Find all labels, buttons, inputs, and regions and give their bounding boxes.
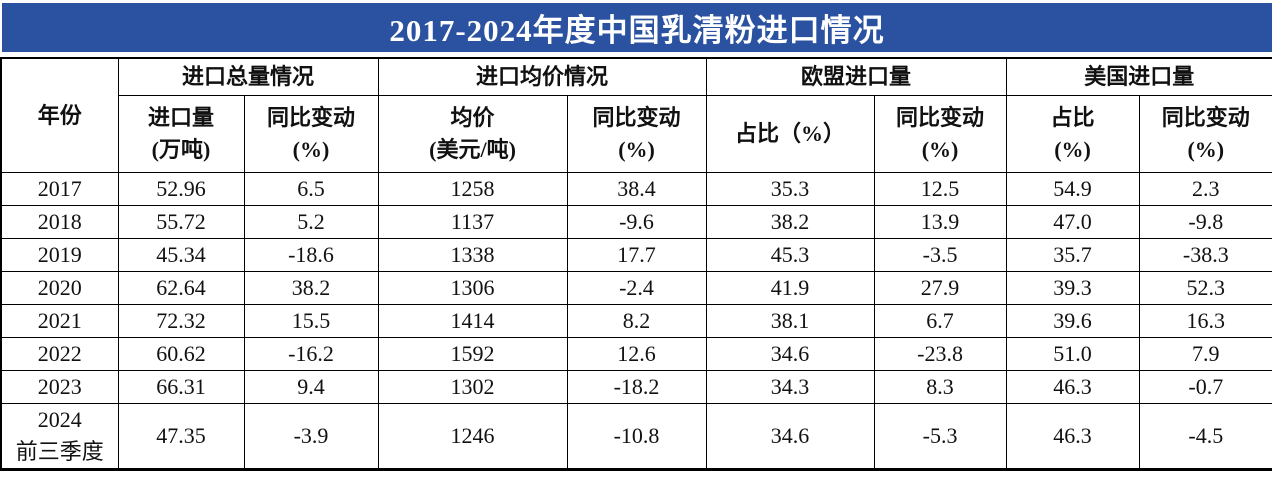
cell-avg-price: 1414 [377, 304, 568, 338]
cell-volume-yoy: -18.6 [243, 238, 379, 272]
cell-avg-price: 1592 [377, 337, 568, 371]
cell-us-yoy: -0.7 [1138, 370, 1272, 404]
cell-eu-yoy: 27.9 [873, 271, 1007, 305]
column-header-price-yoy: 同比变动 (%) [566, 95, 707, 173]
cell-price-yoy: 38.4 [566, 172, 707, 206]
cell-us-share: 35.7 [1005, 238, 1140, 272]
cell-import-volume: 55.72 [117, 205, 245, 239]
column-header-eu-yoy: 同比变动 (%) [873, 95, 1007, 173]
cell-eu-yoy: -23.8 [873, 337, 1007, 371]
cell-eu-share: 34.6 [705, 403, 875, 470]
cell-price-yoy: 17.7 [566, 238, 707, 272]
column-header-us-share: 占比 (%) [1005, 95, 1140, 173]
cell-import-volume: 52.96 [117, 172, 245, 206]
cell-us-share: 46.3 [1005, 403, 1140, 470]
cell-us-yoy: 16.3 [1138, 304, 1272, 338]
cell-avg-price: 1246 [377, 403, 568, 470]
cell-eu-yoy: 12.5 [873, 172, 1007, 206]
cell-volume-yoy: 6.5 [243, 172, 379, 206]
cell-avg-price: 1306 [377, 271, 568, 305]
year-cell: 2018 [0, 205, 119, 239]
column-header-us-yoy: 同比变动 (%) [1138, 95, 1272, 173]
cell-us-share: 39.6 [1005, 304, 1140, 338]
cell-us-share: 46.3 [1005, 370, 1140, 404]
column-header-avg-price: 均价 (美元/吨) [377, 95, 568, 173]
group-header-total-import: 进口总量情况 [117, 57, 379, 96]
year-cell: 2017 [0, 172, 119, 206]
cell-price-yoy: -10.8 [566, 403, 707, 470]
cell-us-share: 39.3 [1005, 271, 1140, 305]
cell-eu-yoy: 8.3 [873, 370, 1007, 404]
year-cell: 2020 [0, 271, 119, 305]
year-cell: 2023 [0, 370, 119, 404]
cell-avg-price: 1338 [377, 238, 568, 272]
cell-import-volume: 62.64 [117, 271, 245, 305]
cell-us-yoy: -38.3 [1138, 238, 1272, 272]
cell-price-yoy: -18.2 [566, 370, 707, 404]
table-row-2018: 2018 55.72 5.2 1137 -9.6 38.2 13.9 47.0 … [0, 205, 1272, 239]
cell-avg-price: 1137 [377, 205, 568, 239]
cell-import-volume: 47.35 [117, 403, 245, 470]
cell-us-yoy: 52.3 [1138, 271, 1272, 305]
table-row-2023: 2023 66.31 9.4 1302 -18.2 34.3 8.3 46.3 … [0, 370, 1272, 404]
cell-us-share: 51.0 [1005, 337, 1140, 371]
column-header-eu-share: 占比（%） [705, 95, 875, 173]
column-header-year: 年份 [0, 57, 119, 173]
cell-volume-yoy: 9.4 [243, 370, 379, 404]
cell-volume-yoy: 15.5 [243, 304, 379, 338]
cell-import-volume: 72.32 [117, 304, 245, 338]
cell-import-volume: 66.31 [117, 370, 245, 404]
cell-eu-yoy: -3.5 [873, 238, 1007, 272]
header-sub-row: 进口量 (万吨) 同比变动 (%) 均价 (美元/吨) 同比变动 (%) 占比（… [1, 95, 1272, 173]
table-row-2024-q1-q3: 2024 前三季度 47.35 -3.9 1246 -10.8 34.6 -5.… [0, 403, 1272, 470]
group-header-us-import: 美国进口量 [1005, 57, 1272, 96]
table-row-2017: 2017 52.96 6.5 1258 38.4 35.3 12.5 54.9 … [0, 172, 1272, 206]
table-row-2020: 2020 62.64 38.2 1306 -2.4 41.9 27.9 39.3… [0, 271, 1272, 305]
cell-avg-price: 1258 [377, 172, 568, 206]
year-cell: 2021 [0, 304, 119, 338]
year-cell: 2022 [0, 337, 119, 371]
cell-us-yoy: -9.8 [1138, 205, 1272, 239]
import-data-table: 年份 进口总量情况 进口均价情况 欧盟进口量 美国进口量 进口量 (万吨) 同比… [0, 57, 1272, 471]
cell-us-yoy: -4.5 [1138, 403, 1272, 470]
cell-import-volume: 60.62 [117, 337, 245, 371]
year-cell: 2024 前三季度 [0, 403, 119, 470]
cell-avg-price: 1302 [377, 370, 568, 404]
cell-volume-yoy: 38.2 [243, 271, 379, 305]
cell-volume-yoy: -3.9 [243, 403, 379, 470]
column-header-volume-yoy: 同比变动 (%) [243, 95, 379, 173]
table-row-2019: 2019 45.34 -18.6 1338 17.7 45.3 -3.5 35.… [0, 238, 1272, 272]
cell-us-share: 47.0 [1005, 205, 1140, 239]
cell-import-volume: 45.34 [117, 238, 245, 272]
cell-eu-share: 38.2 [705, 205, 875, 239]
group-header-eu-import: 欧盟进口量 [705, 57, 1007, 96]
cell-eu-share: 45.3 [705, 238, 875, 272]
cell-eu-share: 38.1 [705, 304, 875, 338]
cell-eu-yoy: 13.9 [873, 205, 1007, 239]
cell-eu-share: 34.3 [705, 370, 875, 404]
cell-price-yoy: 8.2 [566, 304, 707, 338]
cell-price-yoy: -2.4 [566, 271, 707, 305]
cell-eu-share: 34.6 [705, 337, 875, 371]
cell-eu-share: 35.3 [705, 172, 875, 206]
header-group-row: 年份 进口总量情况 进口均价情况 欧盟进口量 美国进口量 [0, 57, 1272, 173]
table-row-2022: 2022 60.62 -16.2 1592 12.6 34.6 -23.8 51… [0, 337, 1272, 371]
table-row-2021: 2021 72.32 15.5 1414 8.2 38.1 6.7 39.6 1… [0, 304, 1272, 338]
column-header-import-volume: 进口量 (万吨) [117, 95, 245, 173]
cell-volume-yoy: -16.2 [243, 337, 379, 371]
cell-eu-yoy: -5.3 [873, 403, 1007, 470]
cell-eu-share: 41.9 [705, 271, 875, 305]
year-cell: 2019 [0, 238, 119, 272]
table-title: 2017-2024年度中国乳清粉进口情况 [389, 13, 885, 48]
cell-price-yoy: -9.6 [566, 205, 707, 239]
cell-volume-yoy: 5.2 [243, 205, 379, 239]
cell-price-yoy: 12.6 [566, 337, 707, 371]
cell-us-yoy: 2.3 [1138, 172, 1272, 206]
group-header-avg-price: 进口均价情况 [377, 57, 707, 96]
table-title-bar: 2017-2024年度中国乳清粉进口情况 [2, 3, 1272, 52]
cell-us-share: 54.9 [1005, 172, 1140, 206]
cell-eu-yoy: 6.7 [873, 304, 1007, 338]
cell-us-yoy: 7.9 [1138, 337, 1272, 371]
